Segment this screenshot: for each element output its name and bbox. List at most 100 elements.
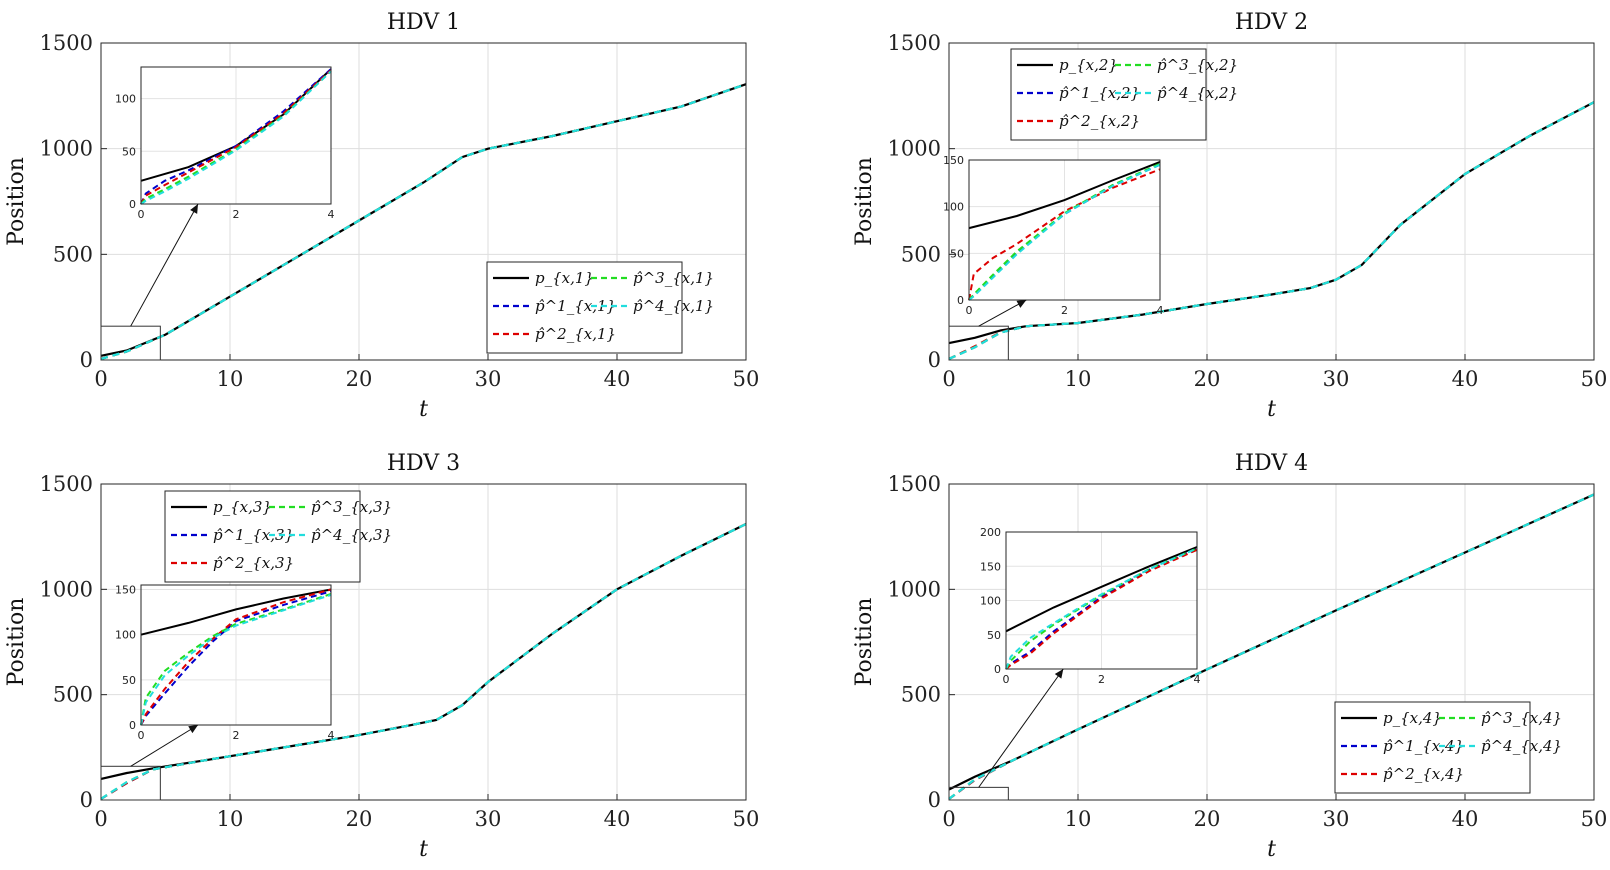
legend-label-2: p̂^1_{x,2} <box>1059 84 1140 102</box>
y-tick-label: 1000 <box>888 577 941 601</box>
y-axis-label: Position <box>852 157 877 246</box>
legend-label-5: p̂^4_{x,4} <box>1481 737 1562 755</box>
inset-x-tick-label: 2 <box>1098 673 1105 686</box>
chart-title: HDV 4 <box>1235 451 1308 476</box>
inset-x-tick-label: 4 <box>1194 673 1201 686</box>
x-axis-label: t <box>419 397 428 422</box>
inset-x-tick-label: 0 <box>138 208 145 221</box>
inset-x-tick-label: 2 <box>1061 304 1068 317</box>
axes-frame <box>100 483 747 801</box>
legend-label-5: p̂^4_{x,3} <box>311 526 392 544</box>
x-tick-label: 40 <box>1452 807 1479 831</box>
x-tick-label: 40 <box>1452 367 1479 391</box>
inset-series-line-4 <box>1005 547 1198 670</box>
chart-title: HDV 1 <box>387 10 460 35</box>
y-tick-label: 1000 <box>888 137 941 161</box>
x-axis-label: t <box>1267 397 1276 422</box>
legend-label-1: p_{x,3} <box>213 498 272 516</box>
legend-label-5: p̂^4_{x,1} <box>633 297 714 315</box>
inset-x-tick-label: 2 <box>233 729 240 742</box>
x-tick-label: 10 <box>217 807 244 831</box>
inset-x-tick-label: 4 <box>1157 304 1164 317</box>
inset-x-tick-label: 0 <box>966 304 973 317</box>
chart-title: HDV 3 <box>387 451 460 476</box>
inset-series-line-1 <box>1005 546 1198 633</box>
inset-y-tick-label: 200 <box>980 526 1001 539</box>
inset-x-tick-label: 4 <box>328 208 335 221</box>
y-tick-label: 0 <box>928 788 941 812</box>
x-tick-label: 30 <box>1323 807 1350 831</box>
zoom-arrow-head <box>190 204 198 214</box>
inset-series-line-2 <box>1005 548 1198 670</box>
inset-frame <box>968 159 1161 301</box>
inset-y-tick-label: 100 <box>115 93 136 106</box>
zoom-arrow <box>978 299 1027 327</box>
inset-y-tick-label: 100 <box>115 629 136 642</box>
inset-y-tick-label: 50 <box>950 247 964 260</box>
legend-label-4: p̂^3_{x,2} <box>1157 56 1238 74</box>
inset-frame <box>140 66 332 205</box>
inset-frame <box>1005 531 1198 670</box>
legend: p_{x,2} p̂^1_{x,2} p̂^2_{x,2} p̂^3_{x,2} p̂^… <box>1010 48 1238 141</box>
y-axis-label: Position <box>4 598 29 687</box>
x-tick-label: 0 <box>94 367 107 391</box>
inset-axes: 0 2 4 0 50 100 150 <box>943 154 1164 317</box>
inset-x-tick-label: 2 <box>233 208 240 221</box>
x-tick-label: 50 <box>733 807 760 831</box>
legend: p_{x,1} p̂^1_{x,1} p̂^2_{x,1} p̂^3_{x,1} p̂^… <box>486 261 714 354</box>
y-tick-label: 0 <box>928 348 941 372</box>
y-tick-label: 1500 <box>888 31 941 55</box>
zoom-arrow-head <box>188 725 198 734</box>
inset-x-tick-label: 0 <box>138 729 145 742</box>
inset-y-tick-label: 0 <box>129 198 136 211</box>
inset-series-line-3 <box>968 168 1161 301</box>
x-axis-label: t <box>1267 837 1276 862</box>
series-line-5 <box>948 101 1595 360</box>
x-tick-label: 10 <box>217 367 244 391</box>
legend-label-2: p̂^1_{x,1} <box>535 297 616 315</box>
legend-label-3: p̂^2_{x,3} <box>213 554 294 572</box>
inset-y-tick-label: 0 <box>129 719 136 732</box>
y-axis-label: Position <box>4 157 29 246</box>
inset-y-tick-label: 50 <box>122 145 136 158</box>
inset-series-line-3 <box>1005 548 1198 670</box>
inset-series-line-5 <box>140 593 332 726</box>
legend-label-3: p̂^2_{x,2} <box>1059 112 1140 130</box>
y-tick-label: 500 <box>901 683 941 707</box>
x-tick-label: 0 <box>942 367 955 391</box>
inset-y-tick-label: 0 <box>957 294 964 307</box>
x-tick-label: 50 <box>733 367 760 391</box>
y-tick-label: 0 <box>80 348 93 372</box>
series-line-5 <box>100 523 747 800</box>
inset-y-tick-label: 150 <box>115 584 136 597</box>
legend-label-1: p_{x,1} <box>535 269 594 287</box>
inset-series-line-4 <box>140 70 332 205</box>
x-tick-label: 0 <box>94 807 107 831</box>
y-tick-label: 1500 <box>40 472 93 496</box>
inset-series-line-1 <box>140 588 332 636</box>
inset-y-tick-label: 50 <box>987 629 1001 642</box>
y-tick-label: 500 <box>53 242 93 266</box>
inset-y-tick-label: 0 <box>994 663 1001 676</box>
legend-label-5: p̂^4_{x,2} <box>1157 84 1238 102</box>
inset-axes: 0 2 4 0 50 100 <box>115 66 335 221</box>
zoom-arrow <box>978 668 1064 788</box>
chart-title: HDV 2 <box>1235 10 1308 35</box>
inset-series-line-2 <box>140 68 332 205</box>
inset-x-tick-label: 0 <box>1003 673 1010 686</box>
series-line-1 <box>100 83 747 357</box>
x-tick-label: 40 <box>604 367 631 391</box>
inset-series-line-2 <box>140 590 332 726</box>
y-axis-label: Position <box>852 598 877 687</box>
x-tick-label: 30 <box>475 367 502 391</box>
x-tick-label: 20 <box>346 367 373 391</box>
inset-x-tick-label: 4 <box>328 729 335 742</box>
inset-series-line-3 <box>140 588 332 726</box>
x-tick-label: 0 <box>942 807 955 831</box>
y-tick-label: 1500 <box>40 31 93 55</box>
inset-y-tick-label: 100 <box>980 595 1001 608</box>
